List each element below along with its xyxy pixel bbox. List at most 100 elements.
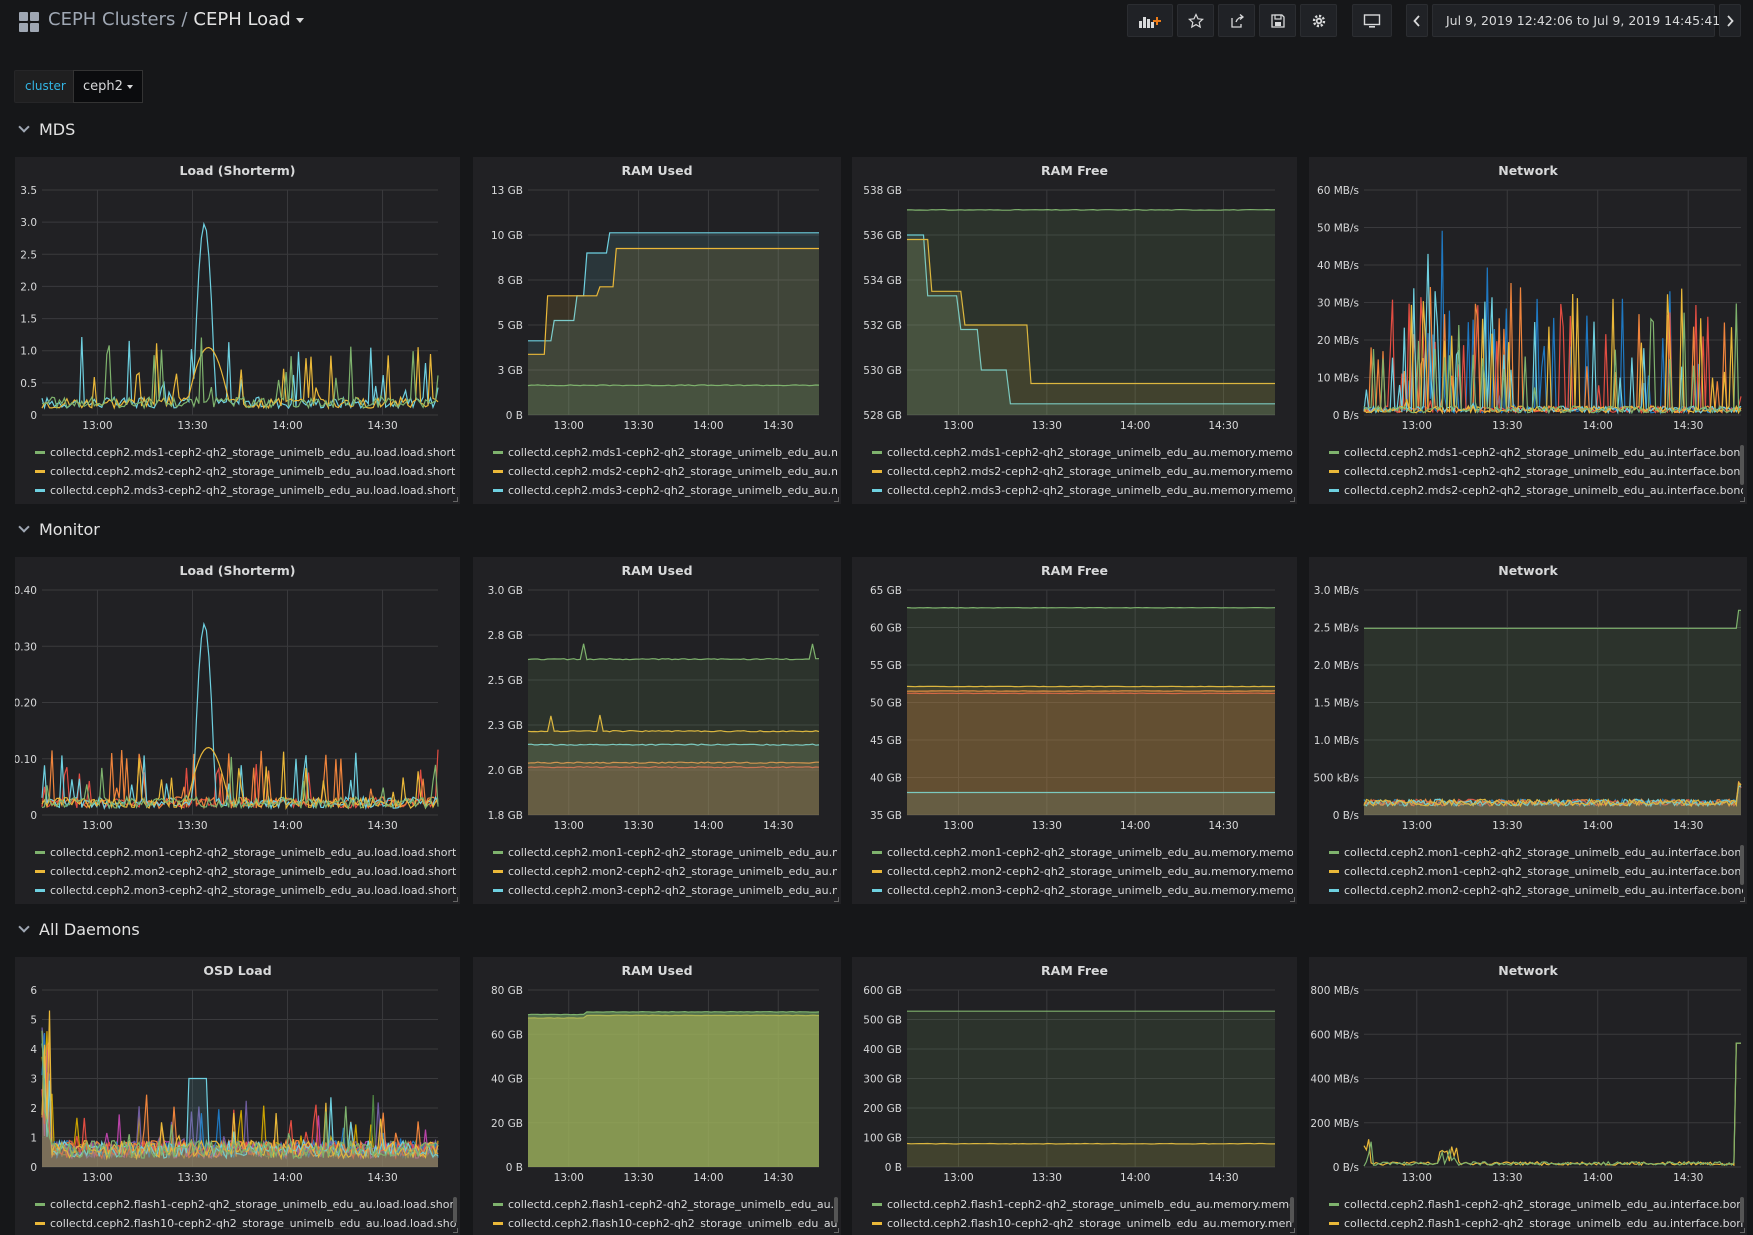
legend-item[interactable]: collectd.ceph2.mon3-ceph2-qh2_storage_un… bbox=[35, 881, 456, 898]
series-line[interactable] bbox=[527, 765, 820, 769]
panel-monitor-ram-used[interactable]: RAM Used 3.0 GB 2.8 GB 2.5 GB 2.3 GB 2.0 GB 1.… bbox=[473, 557, 841, 904]
legend-item[interactable]: collectd.ceph2.flash10-ceph2-qh2_storage… bbox=[493, 1214, 837, 1229]
legend-item[interactable]: collectd.ceph2.mon1-ceph2-qh2_storage_un… bbox=[872, 843, 1293, 862]
legend-item[interactable]: collectd.ceph2.mon2-ceph2-qh2_storage_un… bbox=[493, 862, 837, 881]
panel-title[interactable]: Load (Shorterm) bbox=[179, 563, 296, 578]
graph-canvas[interactable]: 13 GB 10 GB 8 GB 5 GB 3 GB 0 B 13:00 13:30 14:00… bbox=[473, 157, 841, 435]
series-line[interactable] bbox=[1363, 1042, 1741, 1167]
panel-resize-handle[interactable] bbox=[1290, 1228, 1295, 1233]
legend-item[interactable]: collectd.ceph2.flash1-ceph2-qh2_storage_… bbox=[1329, 1195, 1743, 1214]
series-line[interactable] bbox=[527, 1010, 820, 1016]
series-line[interactable] bbox=[527, 643, 819, 661]
graph-canvas[interactable]: 3.5 3.0 2.5 2.0 1.5 1.0 0.5 0 13:00 13:30 14:00 14:… bbox=[15, 157, 460, 435]
legend-scrollbar[interactable] bbox=[1740, 845, 1744, 885]
legend-item[interactable]: collectd.ceph2.mds3-ceph2-qh2_storage_un… bbox=[493, 481, 837, 498]
graph-canvas[interactable]: 538 GB 536 GB 534 GB 532 GB 530 GB 528 GB 13:0… bbox=[852, 157, 1297, 435]
panel-title[interactable]: RAM Used bbox=[621, 563, 693, 578]
panel-monitor-load-shorterm[interactable]: Load (Shorterm) 0.40 0.30 0.20 0.10 0 13:00 13:… bbox=[15, 557, 460, 904]
graph-canvas[interactable]: 6 5 4 3 2 1 0 13:00 13:30 14:00 14:30 bbox=[15, 957, 460, 1187]
panel-all-daemons-network[interactable]: Network 800 MB/s 600 MB/s 400 MB/s 200 MB/s 0… bbox=[1309, 957, 1747, 1235]
legend-item[interactable]: collectd.ceph2.mds2-ceph2-qh2_storage_un… bbox=[35, 462, 456, 481]
panel-mds-ram-free[interactable]: RAM Free 538 GB 536 GB 534 GB 532 GB 530 GB 52… bbox=[852, 157, 1297, 504]
legend-item[interactable]: collectd.ceph2.flash1-ceph2-qh2_storage_… bbox=[872, 1195, 1293, 1214]
graph-canvas[interactable]: 3.0 MB/s 2.5 MB/s 2.0 MB/s 1.5 MB/s 1.0 MB/s… bbox=[1309, 557, 1747, 835]
row-title-all-daemons[interactable]: All Daemons bbox=[18, 920, 140, 939]
panel-title[interactable]: Network bbox=[1498, 163, 1558, 178]
legend-item[interactable]: collectd.ceph2.mds1-ceph2-qh2_storage_un… bbox=[1329, 462, 1743, 481]
save-button[interactable] bbox=[1259, 4, 1296, 37]
series-line[interactable] bbox=[906, 1142, 1275, 1145]
share-button[interactable] bbox=[1218, 4, 1255, 37]
panel-resize-handle[interactable] bbox=[1740, 897, 1745, 902]
legend-item[interactable]: collectd.ceph2.mds1-ceph2-qh2_storage_un… bbox=[35, 443, 456, 462]
legend-scrollbar[interactable] bbox=[834, 1197, 838, 1223]
series-line[interactable] bbox=[41, 746, 439, 810]
series-line[interactable] bbox=[41, 756, 439, 810]
series-line[interactable] bbox=[527, 384, 820, 387]
panel-resize-handle[interactable] bbox=[1740, 497, 1745, 502]
legend-scrollbar[interactable] bbox=[1740, 1197, 1744, 1223]
legend-item[interactable]: collectd.ceph2.mds2-ceph2-qh2_storage_un… bbox=[1329, 481, 1743, 498]
panel-all-daemons-ram-used[interactable]: RAM Used 80 GB 60 GB 40 GB 20 GB 0 B 13:00 13:3… bbox=[473, 957, 841, 1235]
series-line[interactable] bbox=[527, 743, 820, 746]
series-line[interactable] bbox=[1364, 609, 1741, 629]
panel-title[interactable]: RAM Free bbox=[1041, 963, 1108, 978]
graph-canvas[interactable]: 600 GB 500 GB 400 GB 300 GB 200 GB 100 GB 0 B 1… bbox=[852, 957, 1297, 1187]
graph-canvas[interactable]: 0.40 0.30 0.20 0.10 0 13:00 13:30 14:00 14:30 bbox=[15, 557, 460, 835]
series-line[interactable] bbox=[907, 238, 1275, 385]
series-line[interactable] bbox=[41, 221, 439, 410]
legend-scrollbar[interactable] bbox=[1290, 1197, 1294, 1223]
panel-title[interactable]: OSD Load bbox=[203, 963, 272, 978]
cluster-variable-select[interactable]: ceph2 bbox=[73, 70, 143, 103]
graph-canvas[interactable]: 60 MB/s 50 MB/s 40 MB/s 30 MB/s 20 MB/s 10 MB… bbox=[1309, 157, 1747, 435]
legend-item[interactable]: collectd.ceph2.mds1-ceph2-qh2_storage_un… bbox=[493, 443, 837, 462]
legend-item[interactable]: collectd.ceph2.flash10-ceph2-qh2_storage… bbox=[35, 1214, 456, 1229]
panel-resize-handle[interactable] bbox=[1290, 497, 1295, 502]
series-line[interactable] bbox=[41, 1030, 439, 1160]
series-line[interactable] bbox=[1363, 303, 1742, 415]
legend-scrollbar[interactable] bbox=[1740, 445, 1744, 485]
legend-item[interactable]: collectd.ceph2.mon3-ceph2-qh2_storage_un… bbox=[872, 881, 1293, 898]
legend-item[interactable]: collectd.ceph2.mon2-ceph2-qh2_storage_un… bbox=[35, 862, 456, 881]
graph-canvas[interactable]: 80 GB 60 GB 40 GB 20 GB 0 B 13:00 13:30 14:00 14… bbox=[473, 957, 841, 1187]
time-back-button[interactable] bbox=[1406, 4, 1428, 37]
graph-canvas[interactable]: 3.0 GB 2.8 GB 2.5 GB 2.3 GB 2.0 GB 1.8 GB 13:0… bbox=[473, 557, 841, 835]
legend-item[interactable]: collectd.ceph2.mon1-ceph2-qh2_storage_un… bbox=[1329, 843, 1743, 862]
panel-title[interactable]: Network bbox=[1498, 563, 1558, 578]
legend-item[interactable]: collectd.ceph2.flash1-ceph2-qh2_storage_… bbox=[493, 1195, 837, 1214]
star-button[interactable] bbox=[1177, 4, 1214, 37]
legend-item[interactable]: collectd.ceph2.flash1-ceph2-qh2_storage_… bbox=[35, 1195, 456, 1214]
panel-title[interactable]: Load (Shorterm) bbox=[179, 163, 296, 178]
tv-mode-button[interactable] bbox=[1352, 4, 1392, 37]
panel-resize-handle[interactable] bbox=[1740, 1228, 1745, 1233]
panel-mds-ram-used[interactable]: RAM Used 13 GB 10 GB 8 GB 5 GB 3 GB 0 B 13:00 13… bbox=[473, 157, 841, 504]
series-line[interactable] bbox=[1363, 1042, 1741, 1167]
panel-mds-load-shorterm[interactable]: Load (Shorterm) 3.5 3.0 2.5 2.0 1.5 1.0 0.5 0 13:… bbox=[15, 157, 460, 504]
legend-item[interactable]: collectd.ceph2.flash1-ceph2-qh2_storage_… bbox=[1329, 1214, 1743, 1229]
graph-canvas[interactable]: 65 GB 60 GB 55 GB 50 GB 45 GB 40 GB 35 GB 13:00… bbox=[852, 557, 1297, 835]
series-line[interactable] bbox=[527, 761, 819, 764]
series-line[interactable] bbox=[906, 208, 1276, 211]
legend-item[interactable]: collectd.ceph2.mon2-ceph2-qh2_storage_un… bbox=[1329, 881, 1743, 898]
panel-title[interactable]: RAM Used bbox=[621, 963, 693, 978]
panel-resize-handle[interactable] bbox=[1290, 897, 1295, 902]
series-line[interactable] bbox=[41, 343, 439, 410]
panel-title[interactable]: RAM Free bbox=[1041, 163, 1108, 178]
legend-item[interactable]: collectd.ceph2.mon1-ceph2-qh2_storage_un… bbox=[493, 843, 837, 862]
panel-monitor-ram-free[interactable]: RAM Free 65 GB 60 GB 55 GB 50 GB 45 GB 40 GB 35… bbox=[852, 557, 1297, 904]
folder-link[interactable]: CEPH Clusters bbox=[48, 9, 176, 30]
panel-resize-handle[interactable] bbox=[834, 897, 839, 902]
series-line[interactable] bbox=[1363, 780, 1742, 808]
series-line[interactable] bbox=[1363, 785, 1742, 808]
time-forward-button[interactable] bbox=[1719, 4, 1741, 37]
series-line[interactable] bbox=[528, 232, 819, 342]
series-line[interactable] bbox=[528, 247, 819, 355]
chevron-down-icon[interactable] bbox=[295, 17, 304, 23]
time-range-picker[interactable]: Jul 9, 2019 12:42:06 to Jul 9, 2019 14:4… bbox=[1432, 4, 1720, 37]
panel-resize-handle[interactable] bbox=[453, 1228, 458, 1233]
panel-resize-handle[interactable] bbox=[453, 497, 458, 502]
panel-title[interactable]: RAM Free bbox=[1041, 563, 1108, 578]
dashboard-title[interactable]: CEPH Load bbox=[193, 9, 291, 30]
legend-item[interactable]: collectd.ceph2.mds1-ceph2-qh2_storage_un… bbox=[1329, 443, 1743, 462]
row-title-mds[interactable]: MDS bbox=[18, 120, 75, 139]
